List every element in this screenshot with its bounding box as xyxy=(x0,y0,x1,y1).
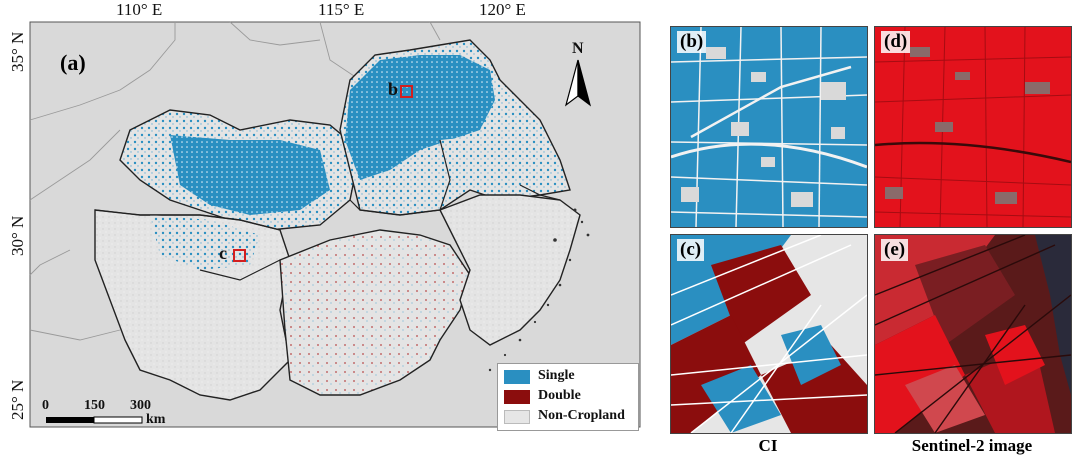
coastline-islands xyxy=(488,208,590,372)
panel-c-label: (c) xyxy=(677,239,705,261)
panel-d-label: (d) xyxy=(881,31,911,53)
panel-e-label: (e) xyxy=(881,239,909,261)
legend-swatch-single xyxy=(504,370,530,384)
site-b-box xyxy=(400,85,413,98)
main-map-label: (a) xyxy=(60,50,86,75)
scale-unit: km xyxy=(146,412,166,427)
legend-label-noncropland: Non-Cropland xyxy=(538,408,625,423)
map-legend: Single Double Non-Cropland xyxy=(497,363,639,431)
panel-c-image xyxy=(671,235,867,433)
caption-ci: CI xyxy=(758,436,778,455)
main-map: 110° E 115° E 120° E 35° N 30° N 25° N (… xyxy=(8,0,641,431)
lat-label-35: 35° N xyxy=(8,31,27,72)
panel-d: (d) xyxy=(874,26,1072,228)
scale-tick-150: 150 xyxy=(84,398,105,413)
site-c-box xyxy=(233,249,246,262)
site-b-label: b xyxy=(388,79,399,99)
panel-b: (b) xyxy=(670,26,868,228)
lon-label-110: 110° E xyxy=(116,0,163,19)
north-label: N xyxy=(572,40,584,57)
legend-label-single: Single xyxy=(538,368,575,383)
scale-tick-300: 300 xyxy=(130,398,151,413)
outer-boundaries xyxy=(29,21,441,341)
panel-d-image xyxy=(875,27,1071,227)
site-c-label: c xyxy=(219,243,227,263)
legend-swatch-noncropland xyxy=(504,410,530,424)
main-map-canvas xyxy=(29,21,641,428)
panel-b-label: (b) xyxy=(677,31,707,53)
lat-label-30: 30° N xyxy=(8,215,27,256)
legend-label-double: Double xyxy=(538,388,581,403)
scale-tick-0: 0 xyxy=(42,398,49,413)
panel-e: (e) xyxy=(874,234,1072,434)
north-arrow-icon xyxy=(564,59,592,107)
study-area xyxy=(94,39,581,401)
lon-label-120: 120° E xyxy=(479,0,526,19)
panel-b-image xyxy=(671,27,867,227)
lat-label-25: 25° N xyxy=(8,379,27,420)
legend-swatch-double xyxy=(504,390,530,404)
panel-c: (c) xyxy=(670,234,868,434)
scale-bar-graphic xyxy=(46,416,143,424)
panel-e-image xyxy=(875,235,1071,433)
lon-label-115: 115° E xyxy=(318,0,365,19)
caption-sentinel: Sentinel-2 image xyxy=(911,436,1033,455)
